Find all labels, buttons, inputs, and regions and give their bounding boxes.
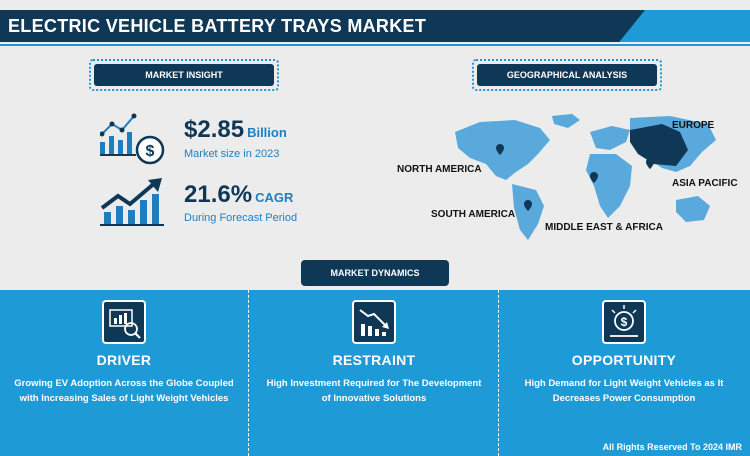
region-europe: EUROPE [672, 120, 715, 131]
svg-text:$: $ [146, 143, 155, 160]
panel-divider [248, 290, 249, 456]
driver-title: DRIVER [96, 352, 152, 368]
world-map [455, 114, 716, 240]
region-middle-east-africa: MIDDLE EAST & AFRICA [545, 222, 663, 233]
cagr-value: 21.6% CAGR [184, 181, 293, 209]
cagr-unit: CAGR [255, 190, 294, 205]
restraint-text: High Investment Required for The Develop… [266, 378, 482, 404]
cagr-number: 21.6% [184, 181, 253, 208]
cagr-caption: During Forecast Period [184, 212, 298, 224]
market-size-number: $2.85 [184, 116, 245, 143]
market-insight-pill: MARKET INSIGHT [89, 59, 279, 91]
geo-analysis-pill: GEOGRAPHICAL ANALYSIS [472, 59, 662, 91]
title-underline [0, 44, 750, 46]
growth-arrow-icon [100, 178, 164, 226]
region-north-america: NORTH AMERICA [397, 164, 482, 175]
opportunity-text: High Demand for Light Weight Vehicles as… [524, 378, 724, 404]
market-dynamics-panels: DRIVER Growing EV Adoption Across the Gl… [0, 290, 750, 456]
market-size-unit: Billion [247, 125, 287, 140]
driver-text: Growing EV Adoption Across the Globe Cou… [14, 378, 234, 404]
opportunity-panel: $ OPPORTUNITY High Demand for Light Weig… [500, 290, 748, 456]
market-dynamics-label: MARKET DYNAMICS [301, 260, 449, 286]
opportunity-title: OPPORTUNITY [571, 352, 677, 368]
market-size-caption: Market size in 2023 [184, 148, 280, 160]
market-insight-label: MARKET INSIGHT [94, 64, 274, 86]
declining-chart-icon [352, 300, 396, 344]
analytics-magnifier-icon [102, 300, 146, 344]
region-south-america: SOUTH AMERICA [431, 209, 516, 220]
title-band: ELECTRIC VEHICLE BATTERY TRAYS MARKET [0, 10, 750, 42]
geo-analysis-label: GEOGRAPHICAL ANALYSIS [477, 64, 657, 86]
title-background [0, 10, 645, 42]
chart-dollar-icon: $ [100, 113, 165, 165]
market-size-value: $2.85 Billion [184, 116, 287, 144]
region-asia-pacific: ASIA PACIFIC [672, 178, 738, 189]
driver-panel: DRIVER Growing EV Adoption Across the Gl… [0, 290, 248, 456]
panel-divider [498, 290, 499, 456]
svg-text:$: $ [621, 315, 628, 329]
restraint-title: RESTRAINT [332, 352, 416, 368]
copyright-footer: All Rights Reserved To 2024 IMR [602, 442, 742, 452]
restraint-panel: RESTRAINT High Investment Required for T… [250, 290, 498, 456]
dollar-bulb-icon: $ [602, 300, 646, 344]
page-title: ELECTRIC VEHICLE BATTERY TRAYS MARKET [8, 16, 427, 36]
